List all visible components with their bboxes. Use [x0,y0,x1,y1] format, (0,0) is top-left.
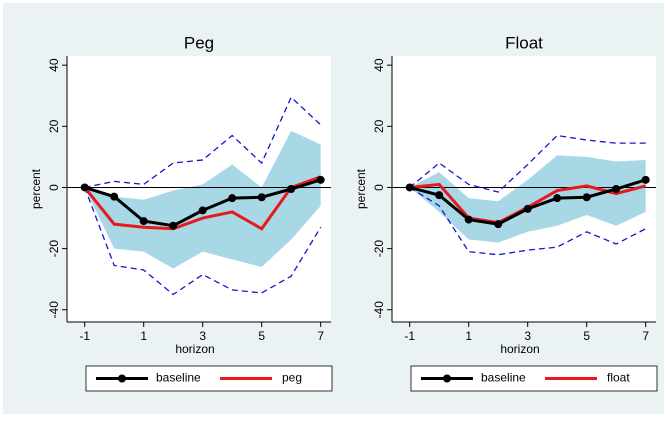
x-tick-label: -1 [79,329,90,343]
x-tick-label: 7 [317,329,324,343]
marker [523,204,532,213]
marker [582,193,591,202]
y-axis-title: percent [29,168,43,209]
x-tick-label: 3 [199,329,206,343]
y-tick-label: 40 [47,58,61,72]
dashed-bound [84,96,322,189]
y-tick-label: -20 [47,240,61,258]
marker [612,185,621,193]
x-tick-label: 5 [258,329,265,343]
marker [494,220,503,229]
chart-title: Peg [184,33,214,52]
marker [139,217,148,226]
marker [80,183,89,192]
confidence-band [84,130,321,269]
marker [316,175,325,184]
legend-label: peg [282,371,302,385]
marker [405,183,414,192]
legend-marker [118,374,126,383]
x-tick-label: -1 [404,329,415,343]
marker [198,206,207,215]
dashed-bound [409,134,646,193]
x-tick-label: 1 [465,329,472,343]
y-tick-label: -40 [372,301,386,319]
y-tick-label: 20 [47,119,61,133]
y-tick-label: 20 [372,119,386,133]
x-tick-label: 5 [583,329,590,343]
marker [169,221,178,230]
legend-label: float [607,371,630,385]
marker [257,193,266,202]
dashed-bound [409,186,646,256]
y-tick-label: -20 [372,240,386,258]
legend-label: baseline [156,371,201,385]
marker [553,194,562,203]
x-axis-title: horizon [175,342,214,356]
marker [464,215,473,224]
marker [110,192,119,201]
series-line [83,175,322,231]
legend-label: baseline [481,371,526,385]
y-tick-label: -40 [47,301,61,319]
marker [641,175,650,184]
chart-title: Float [505,33,543,52]
marker [228,194,237,203]
x-tick-label: 1 [140,329,147,343]
y-tick-label: 0 [372,184,386,191]
legend-marker [443,374,451,383]
marker [435,191,444,200]
dashed-bound [84,187,322,296]
y-axis-title: percent [354,168,368,209]
x-axis-title: horizon [500,342,539,356]
y-tick-label: 0 [47,184,61,191]
x-tick-label: 7 [642,329,649,343]
y-tick-label: 40 [372,58,386,72]
marker [287,185,296,193]
x-tick-label: 3 [524,329,531,343]
